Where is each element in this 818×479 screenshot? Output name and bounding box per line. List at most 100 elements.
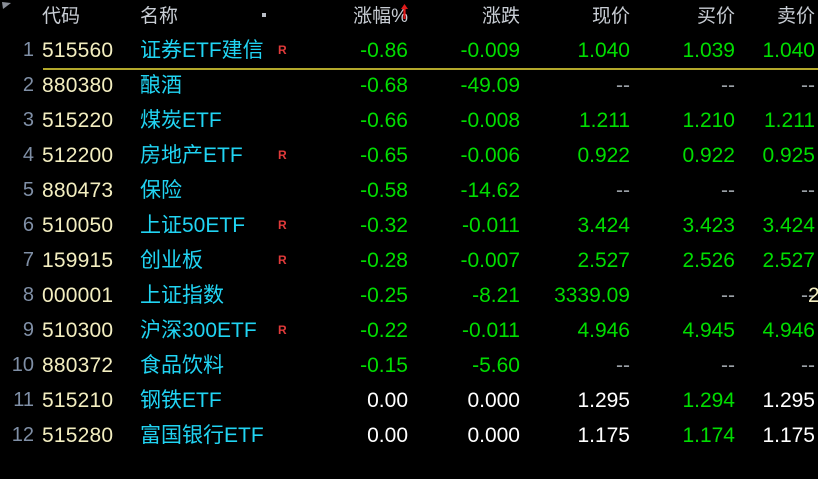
row-price: 1.295 (577, 389, 630, 412)
row-change-pct: -0.28 (360, 249, 408, 272)
row-bid: 1.210 (682, 109, 735, 132)
table-row[interactable]: 7 159915 创业板 R -0.28 -0.007 2.527 2.526 2.527 (0, 243, 818, 278)
row-change: 0.000 (467, 424, 520, 447)
table-row[interactable]: 12 515280 富国银行ETF 0.00 0.000 1.175 1.174 1.175 (0, 418, 818, 453)
row-change-pct: -0.25 (360, 284, 408, 307)
margin-trading-marker: R (278, 148, 287, 162)
table-row[interactable]: 4 512200 房地产ETF R -0.65 -0.006 0.922 0.922 0.925 (0, 138, 818, 173)
row-name: 创业板 (140, 249, 203, 272)
row-edge-overflow-text: 2 (808, 284, 818, 307)
row-name: 煤炭ETF (140, 109, 222, 132)
row-index: 2 (22, 74, 34, 96)
row-change-pct: -0.58 (360, 179, 408, 202)
row-change-pct: -0.22 (360, 319, 408, 342)
row-index: 5 (22, 179, 34, 201)
table-row[interactable]: 8 000001 上证指数 -0.25 -8.21 3339.09 -- -- 2 (0, 278, 818, 313)
row-name: 房地产ETF (140, 144, 243, 167)
row-change: -5.60 (472, 354, 520, 377)
row-change-pct: 0.00 (367, 424, 408, 447)
row-bid: 1.039 (682, 39, 735, 62)
row-price: 3339.09 (554, 284, 630, 307)
header-change[interactable]: 涨跌 (481, 6, 520, 27)
row-index: 12 (11, 424, 34, 446)
row-change-pct: -0.68 (360, 74, 408, 97)
row-price: 2.527 (577, 249, 630, 272)
header-price[interactable]: 现价 (591, 6, 630, 27)
row-change: -0.007 (460, 249, 520, 272)
row-bid: -- (721, 74, 735, 97)
row-change: -0.006 (460, 144, 520, 167)
row-code: 000001 (42, 284, 114, 307)
row-ask: 2.527 (762, 249, 815, 272)
row-change-pct: -0.65 (360, 144, 408, 167)
row-ask: 1.175 (762, 424, 815, 447)
header-code[interactable]: 代码 (42, 6, 81, 27)
row-price: 1.175 (577, 424, 630, 447)
row-index: 9 (22, 319, 34, 341)
margin-trading-marker: R (278, 253, 287, 267)
row-change: -49.09 (460, 74, 520, 97)
row-bid: 1.174 (682, 424, 735, 447)
row-bid: 3.423 (682, 214, 735, 237)
row-code: 159915 (42, 249, 114, 272)
row-price: 4.946 (577, 319, 630, 342)
row-price: 3.424 (577, 214, 630, 237)
row-code: 512200 (42, 144, 114, 167)
table-row[interactable]: 10 880372 食品饮料 -0.15 -5.60 -- -- -- (0, 348, 818, 383)
row-bid: -- (721, 179, 735, 202)
table-row[interactable]: 11 515210 钢铁ETF 0.00 0.000 1.295 1.294 1.295 (0, 383, 818, 418)
row-name: 上证50ETF (140, 214, 246, 237)
row-price: -- (616, 179, 630, 202)
row-code: 510050 (42, 214, 114, 237)
table-row[interactable]: 2 880380 酿酒 -0.68 -49.09 -- -- -- (0, 68, 818, 103)
header-marker-dot (262, 13, 266, 17)
row-index: 8 (22, 284, 34, 306)
row-name: 沪深300ETF (140, 319, 257, 342)
row-index: 4 (22, 144, 34, 166)
row-bid: 4.945 (682, 319, 735, 342)
table-row[interactable]: 3 515220 煤炭ETF -0.66 -0.008 1.211 1.210 1.211 (0, 103, 818, 138)
table-row[interactable]: 6 510050 上证50ETF R -0.32 -0.011 3.424 3.423 3.42… (0, 208, 818, 243)
row-ask: -- (801, 179, 815, 202)
row-price: 0.922 (577, 144, 630, 167)
row-ask: 1.211 (764, 109, 815, 132)
row-ask: -- (801, 354, 815, 377)
header-bid[interactable]: 买价 (696, 6, 735, 27)
table-header-row: 代码 名称 涨幅% 涨跌 现价 买价 卖价 (0, 0, 818, 33)
row-change-pct: -0.32 (360, 214, 408, 237)
header-index[interactable] (0, 0, 34, 33)
row-change: -0.009 (460, 39, 520, 62)
sort-ascending-arrow-icon[interactable] (400, 4, 409, 19)
row-name: 上证指数 (140, 284, 224, 307)
row-code: 880473 (42, 179, 114, 202)
header-ask[interactable]: 卖价 (776, 6, 815, 27)
table-row[interactable]: 1 515560 证券ETF建信 R -0.86 -0.009 1.040 1.039 1.04… (0, 33, 818, 68)
row-name: 证券ETF建信 (140, 39, 264, 62)
row-index: 11 (13, 389, 34, 411)
row-bid: 2.526 (682, 249, 735, 272)
row-change: -0.008 (460, 109, 520, 132)
row-index: 10 (11, 354, 34, 376)
header-change-pct[interactable]: 涨幅% (353, 6, 408, 27)
row-index: 3 (22, 109, 34, 131)
row-ask: 1.040 (762, 39, 815, 62)
table-row[interactable]: 9 510300 沪深300ETF R -0.22 -0.011 4.946 4.945 4.9… (0, 313, 818, 348)
row-code: 880372 (42, 354, 114, 377)
row-name: 富国银行ETF (140, 424, 264, 447)
selected-row-underline (43, 68, 818, 70)
margin-trading-marker: R (278, 43, 287, 57)
row-ask: 4.946 (762, 319, 815, 342)
row-bid: 1.294 (682, 389, 735, 412)
row-price: 1.211 (579, 109, 630, 132)
row-code: 515280 (42, 424, 114, 447)
row-name: 酿酒 (140, 74, 182, 97)
table-row[interactable]: 5 880473 保险 -0.58 -14.62 -- -- -- (0, 173, 818, 208)
row-change: -0.011 (462, 319, 520, 342)
margin-trading-marker: R (278, 218, 287, 232)
margin-trading-marker: R (278, 323, 287, 337)
header-name[interactable]: 名称 (140, 6, 179, 27)
row-bid: -- (721, 354, 735, 377)
row-change: 0.000 (467, 389, 520, 412)
row-code: 515560 (42, 39, 114, 62)
